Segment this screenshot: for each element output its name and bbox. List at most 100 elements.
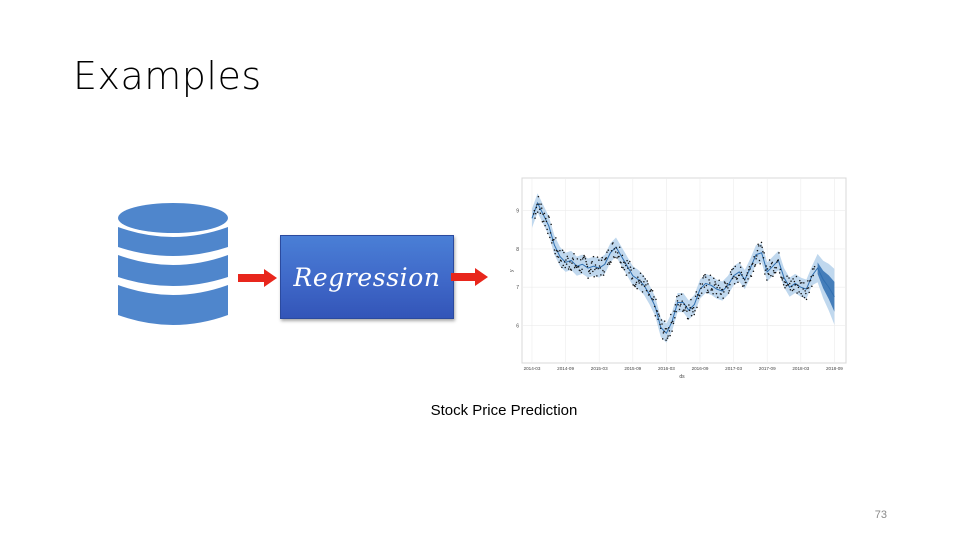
- chart-data-point: [549, 232, 552, 234]
- chart-data-point: [591, 260, 593, 263]
- chart-data-point: [812, 274, 814, 277]
- chart-data-point: [628, 272, 630, 274]
- chart-data-point: [620, 261, 622, 264]
- chart-data-point: [656, 310, 659, 312]
- chart-data-point: [803, 296, 806, 299]
- chart-forecast-band: [532, 193, 835, 343]
- chart-data-point: [787, 284, 790, 286]
- chart-data-point: [586, 265, 589, 268]
- chart-data-point: [768, 273, 770, 276]
- chart-data-point: [803, 282, 805, 284]
- chart-data-point: [769, 266, 771, 268]
- chart-future-forecast: [817, 262, 835, 312]
- chart-data-point: [623, 268, 626, 271]
- chart-data-point: [557, 256, 560, 258]
- chart-x-tick-label: 2017-09: [759, 366, 776, 371]
- chart-data-point: [761, 246, 763, 249]
- chart-data-point: [633, 267, 635, 270]
- chart-data-point: [640, 281, 642, 283]
- chart-data-point: [736, 277, 739, 280]
- chart-data-point: [813, 265, 816, 268]
- chart-x-tick-label: 2018-03: [792, 366, 809, 371]
- chart-data-point: [697, 297, 700, 300]
- chart-data-point: [554, 252, 556, 255]
- chart-data-point: [676, 300, 679, 302]
- chart-data-point: [584, 256, 586, 258]
- chart-data-point: [807, 280, 809, 282]
- chart-data-point: [740, 271, 743, 274]
- chart-data-point: [694, 310, 696, 312]
- chart-data-point: [725, 285, 728, 287]
- chart-data-point: [540, 207, 543, 209]
- chart-data-point: [566, 255, 569, 258]
- chart-data-point: [698, 294, 701, 297]
- chart-data-point: [795, 283, 797, 286]
- chart-data-point: [565, 263, 568, 265]
- chart-data-point: [613, 248, 616, 250]
- chart-data-point: [655, 298, 657, 301]
- chart-data-point: [635, 283, 637, 286]
- chart-data-point: [575, 266, 578, 269]
- chart-data-point: [811, 285, 813, 287]
- chart-x-tick-label: 2014-03: [524, 366, 541, 371]
- chart-data-point: [691, 307, 694, 310]
- chart-data-point: [599, 267, 601, 269]
- chart-data-point: [569, 261, 571, 263]
- chart-data-point: [564, 266, 567, 269]
- chart-data-point: [752, 270, 755, 273]
- chart-data-point: [689, 306, 692, 309]
- chart-caption: Stock Price Prediction: [430, 402, 578, 419]
- chart-data-point: [587, 277, 589, 279]
- chart-data-point: [811, 268, 814, 270]
- chart-data-point: [670, 321, 673, 324]
- chart-data-point: [688, 309, 691, 312]
- chart-x-tick-label: 2016-03: [658, 366, 675, 371]
- chart-data-point: [545, 217, 547, 220]
- chart-data-point: [563, 261, 566, 263]
- chart-data-point: [627, 262, 630, 264]
- chart-data-point: [600, 259, 603, 262]
- chart-data-point: [670, 313, 672, 316]
- chart-data-point: [666, 337, 669, 339]
- chart-data-point: [804, 290, 806, 292]
- chart-data-point: [695, 291, 698, 293]
- chart-data-point: [614, 256, 616, 259]
- chart-data-point: [763, 252, 765, 254]
- chart-data-point: [684, 309, 686, 311]
- chart-data-point: [592, 255, 595, 258]
- chart-data-point: [716, 286, 718, 289]
- chart-data-point: [766, 268, 769, 270]
- chart-data-point: [778, 252, 780, 254]
- chart-data-point: [772, 275, 774, 278]
- chart-data-point: [562, 264, 564, 267]
- chart-data-point: [555, 249, 558, 252]
- chart-data-point: [540, 203, 542, 205]
- chart-data-point: [556, 255, 558, 258]
- chart-data-point: [537, 195, 540, 198]
- chart-data-point: [800, 292, 802, 295]
- chart-data-point: [680, 303, 682, 306]
- chart-data-point: [607, 249, 610, 251]
- chart-data-point: [651, 290, 654, 292]
- chart-data-point: [639, 272, 642, 274]
- chart-data-point: [616, 252, 619, 254]
- chart-data-point: [573, 266, 576, 269]
- chart-x-tick-label: 2017-03: [725, 366, 742, 371]
- chart-data-point: [813, 268, 815, 270]
- chart-data-point: [570, 269, 573, 271]
- chart-data-point: [773, 271, 776, 274]
- chart-data-point: [789, 288, 792, 291]
- chart-data-point: [756, 255, 758, 257]
- chart-data-point: [663, 320, 666, 322]
- chart-data-point: [643, 285, 646, 288]
- chart-data-point: [702, 275, 705, 277]
- chart-data-point: [801, 282, 803, 284]
- chart-data-point: [616, 257, 618, 259]
- chart-data-point: [536, 203, 538, 206]
- chart-data-point: [708, 279, 710, 281]
- chart-data-point: [692, 311, 694, 313]
- chart-data-point: [548, 216, 550, 218]
- chart-data-point: [790, 280, 792, 282]
- chart-data-point: [672, 320, 674, 323]
- chart-data-point: [807, 287, 810, 289]
